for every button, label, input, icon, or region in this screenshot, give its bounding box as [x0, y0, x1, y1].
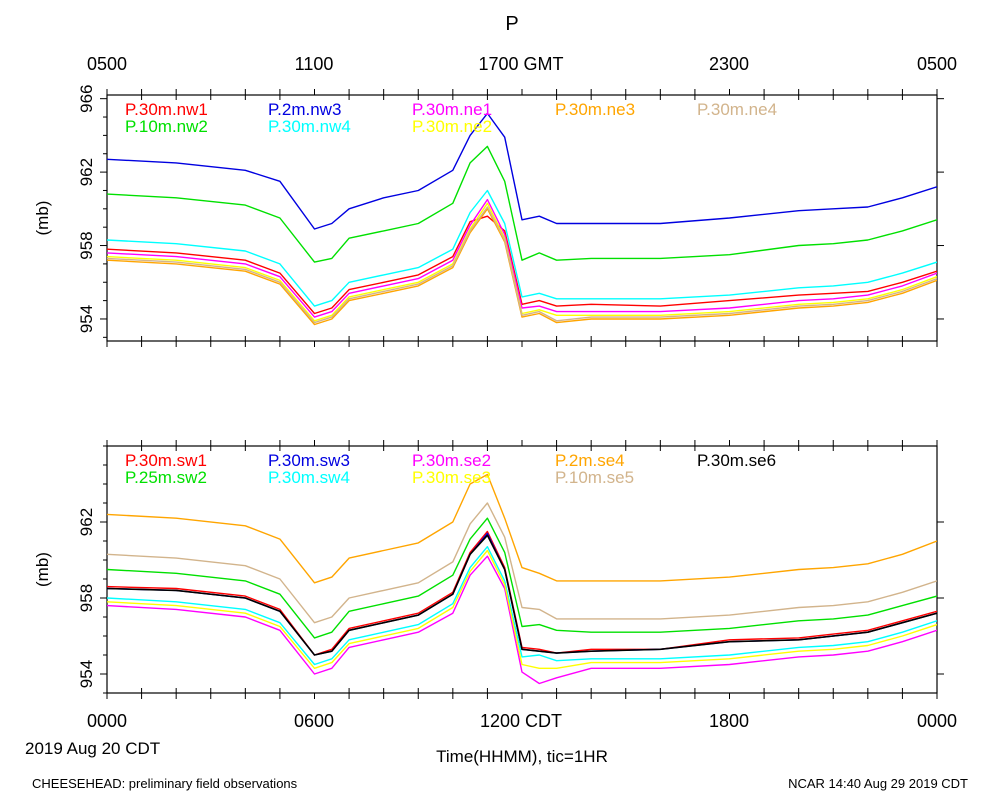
footer-right: NCAR 14:40 Aug 29 2019 CDT	[788, 776, 968, 791]
date-label: 2019 Aug 20 CDT	[25, 739, 160, 758]
legend-entry: P.2m.nw3	[268, 100, 341, 119]
bottom-tick-label: 1800	[709, 711, 749, 731]
bottom-tick-label: 0000	[917, 711, 957, 731]
legend-entry: P.30m.nw1	[125, 100, 208, 119]
legend-entry: P.30m.se3	[412, 468, 491, 487]
legend-entry: P.30m.ne1	[412, 100, 492, 119]
series-line-p-30m-sw1	[107, 530, 937, 656]
y-tick-label: 954	[77, 305, 96, 333]
y-tick-label: 958	[77, 231, 96, 259]
bottom-tick-label: 0600	[294, 711, 334, 731]
footer-left: CHEESEHEAD: preliminary field observatio…	[32, 776, 298, 791]
legend-entry: P.30m.se2	[412, 451, 491, 470]
top-tick-label: 2300	[709, 54, 749, 74]
series-line-p-2m-se4	[107, 473, 937, 584]
series-line-p-30m-sw4	[107, 546, 937, 666]
series-line-p-30m-nw1	[107, 215, 937, 315]
y-tick-label: 962	[77, 508, 96, 536]
y-tick-label: 958	[77, 584, 96, 612]
legend-entry: P.2m.se4	[555, 451, 625, 470]
legend-entry: P.30m.nw4	[268, 117, 351, 136]
series-line-p-30m-ne3	[107, 208, 937, 326]
legend-entry: P.10m.se5	[555, 468, 634, 487]
series-line-p-30m-nw4	[107, 189, 937, 307]
legend-entry: P.30m.sw3	[268, 451, 350, 470]
legend-entry: P.30m.ne3	[555, 100, 635, 119]
y-tick-label: 962	[77, 158, 96, 186]
series-line-p-25m-sw2	[107, 517, 937, 639]
series-line-p-30m-ne2	[107, 202, 937, 322]
legend-entry: P.30m.sw1	[125, 451, 207, 470]
series-line-p-30m-se6	[107, 534, 937, 656]
top-tick-label: 1100	[295, 54, 334, 74]
y-tick-label: 954	[77, 660, 96, 688]
legend-entry: P.30m.ne4	[697, 100, 777, 119]
series-line-p-10m-nw2	[107, 145, 937, 263]
legend-entry: P.10m.nw2	[125, 117, 208, 136]
x-axis-label: Time(HHMM), tic=1HR	[436, 747, 608, 766]
series-line-p-30m-se2	[107, 555, 937, 685]
series-line-p-30m-ne1	[107, 198, 937, 318]
series-line-p-2m-nw3	[107, 112, 937, 230]
legend-entry: P.30m.sw4	[268, 468, 350, 487]
series-line-p-30m-ne4	[107, 206, 937, 324]
bottom-time-axis-labels: 0000 0600 1200 CDT 1800 0000	[87, 711, 957, 731]
legend-entry: P.25m.sw2	[125, 468, 207, 487]
y-axis-label: (mb)	[33, 201, 52, 236]
chart-title: P	[505, 13, 518, 35]
bottom-tick-label: 0000	[87, 711, 127, 731]
series-line-p-10m-se5	[107, 502, 937, 624]
top-tick-label: 0500	[87, 54, 127, 74]
top-time-axis-labels: 0500 1100 1700 GMT 2300 0500	[87, 54, 957, 74]
legend-entry: P.30m.se6	[697, 451, 776, 470]
top-tick-label: 0500	[917, 54, 957, 74]
legend-entry: P.30m.ne2	[412, 117, 492, 136]
y-tick-label: 966	[77, 84, 96, 112]
top-tick-label: 1700 GMT	[478, 54, 563, 74]
series-line-p-30m-se3	[107, 549, 937, 669]
bottom-tick-label: 1200 CDT	[480, 711, 562, 731]
y-axis-label: (mb)	[33, 552, 52, 587]
